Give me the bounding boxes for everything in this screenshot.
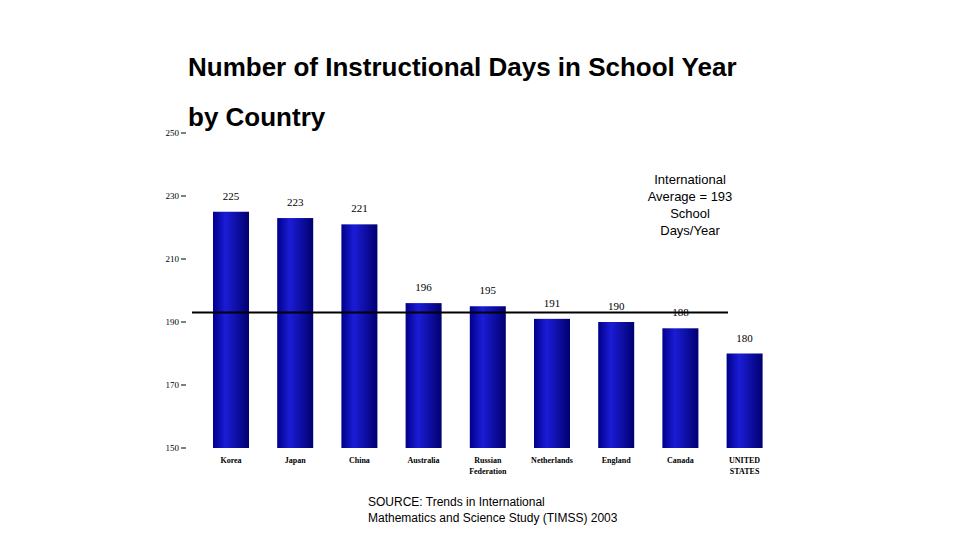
category-label: Canada — [667, 456, 694, 465]
text-line: Federation — [469, 467, 507, 476]
y-tick-label: 230 — [166, 191, 180, 201]
text-line: Average = 193 — [648, 189, 733, 204]
text-line: Canada — [667, 456, 694, 465]
y-tick — [181, 448, 186, 449]
bar — [213, 212, 249, 448]
chart: Number of Instructional Days in School Y… — [0, 0, 960, 540]
bar — [277, 218, 313, 448]
text-line: Days/Year — [660, 223, 720, 238]
data-label: 221 — [351, 202, 368, 214]
reference-group — [192, 312, 728, 313]
bar — [470, 306, 506, 448]
bars — [213, 212, 763, 448]
y-tick — [181, 259, 186, 260]
text-line: England — [602, 456, 631, 465]
y-tick — [181, 133, 186, 134]
text-line: STATES — [730, 467, 760, 476]
data-label: 180 — [736, 332, 753, 344]
text-line: International — [654, 172, 726, 187]
category-label: China — [349, 456, 370, 465]
category-label: UNITED STATES — [729, 456, 760, 476]
category-label: Netherlands — [531, 456, 573, 465]
y-tick — [181, 196, 186, 197]
text-line: UNITED — [729, 456, 760, 465]
y-tick — [181, 385, 186, 386]
source-note: SOURCE: Trends in International — [368, 495, 545, 509]
background — [0, 0, 960, 540]
y-tick-label: 210 — [166, 254, 180, 264]
bar — [406, 303, 442, 448]
data-label: 190 — [608, 300, 625, 312]
bar — [727, 354, 763, 449]
category-label: Japan — [285, 456, 306, 465]
chart-title: Number of Instructional Days in School Y… — [188, 52, 737, 132]
text-line: Russian — [474, 456, 502, 465]
text-line: Number of Instructional Days in School Y… — [188, 52, 737, 82]
data-label: 225 — [223, 190, 240, 202]
text-line: Netherlands — [531, 456, 573, 465]
reference-label: International Average = 193 School Days/Yea… — [648, 172, 733, 238]
bar — [598, 322, 634, 448]
category-label: Russian Federation — [469, 456, 507, 476]
data-label: 188 — [672, 306, 689, 318]
y-tick-label: 250 — [166, 128, 180, 138]
text-line: Korea — [220, 456, 241, 465]
bar — [662, 328, 698, 448]
y-tick-label: 170 — [166, 380, 180, 390]
source-note: Mathematics and Science Study (TIMSS) 20… — [368, 511, 618, 525]
bar — [341, 224, 377, 448]
category-label: England — [602, 456, 631, 465]
category-label: Australia — [408, 456, 440, 465]
data-label: 223 — [287, 196, 304, 208]
text-line: by Country — [188, 102, 326, 132]
data-label: 191 — [544, 297, 561, 309]
y-tick-label: 150 — [166, 443, 180, 453]
text-line: School — [670, 206, 710, 221]
data-label: 196 — [415, 281, 432, 293]
y-tick — [181, 322, 186, 323]
reference-line — [192, 312, 728, 314]
text-line: Japan — [285, 456, 306, 465]
text-line: Australia — [408, 456, 440, 465]
y-tick-label: 190 — [166, 317, 180, 327]
category-label: Korea — [220, 456, 241, 465]
bar — [534, 319, 570, 448]
text-line: China — [349, 456, 370, 465]
data-label: 195 — [480, 284, 497, 296]
